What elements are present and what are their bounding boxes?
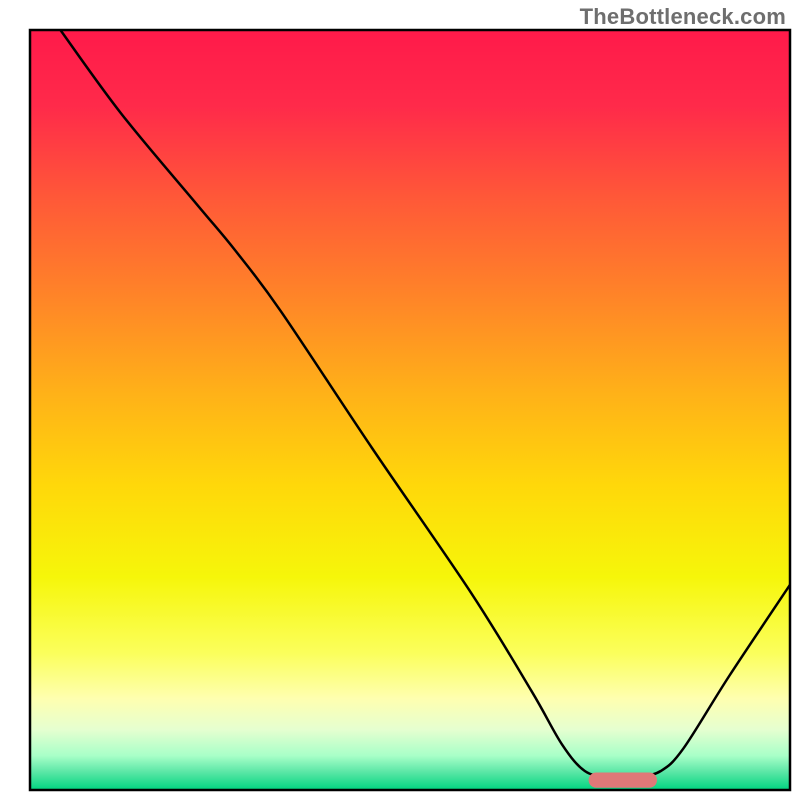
gradient-background xyxy=(30,30,790,790)
bottleneck-chart xyxy=(0,0,800,800)
optimum-marker xyxy=(589,773,657,788)
watermark-text: TheBottleneck.com xyxy=(580,4,786,30)
plot-area xyxy=(30,30,790,790)
chart-container: TheBottleneck.com xyxy=(0,0,800,800)
